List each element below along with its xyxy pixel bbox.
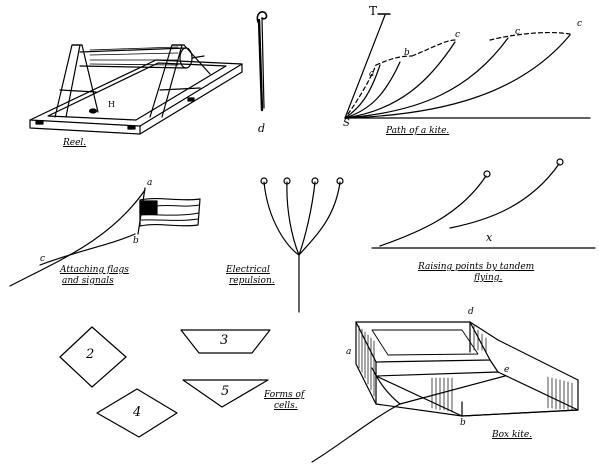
box-kite-figure (311, 321, 579, 463)
label-path-c1: c (455, 30, 461, 40)
caption-flags-line1: Attaching flags (60, 265, 129, 275)
label-path-c2: c (515, 27, 521, 37)
caption-box-kite: Box kite. (492, 430, 533, 440)
label-box-e: e (504, 365, 510, 375)
label-flag-b: b (133, 236, 139, 246)
label-path-c3: c (577, 19, 583, 29)
caption-tandem-line1: Raising points by tandem (418, 262, 535, 272)
label-box-d: d (468, 307, 474, 317)
caption-forms-line1: Forms of (264, 390, 305, 400)
label-box-a: a (346, 347, 352, 357)
label-pin-d: d (258, 122, 266, 135)
label-path-t: T (369, 4, 378, 18)
caption-electrical-line1: Electrical (226, 265, 270, 275)
caption-tandem-line2: flying. (474, 273, 503, 283)
cell-trapezoid-3 (180, 329, 271, 354)
label-box-b: b (460, 418, 466, 428)
label-cell-5: 5 (221, 384, 230, 399)
stake-pin-figure (256, 11, 268, 112)
caption-reel: Reel. (63, 138, 87, 148)
label-path-b: b (404, 48, 410, 58)
caption-path-of-kite: Path of a kite. (386, 126, 450, 136)
label-reel-h: H (108, 100, 115, 109)
label-path-a: a (369, 69, 375, 79)
cell-triangle-5 (182, 379, 269, 408)
electrical-figure (260, 177, 344, 313)
label-cell-3: 3 (220, 333, 229, 348)
flags-figure (9, 187, 201, 287)
label-cell-2: 2 (86, 347, 95, 362)
cell-diamond-2 (59, 326, 127, 388)
caption-flags-line2: and signals (62, 276, 114, 286)
kite-path-figure (344, 13, 591, 119)
label-flag-a: a (147, 178, 153, 188)
cell-diamond-4 (96, 388, 178, 438)
label-path-s: S (343, 118, 350, 129)
label-tandem-x: x (486, 231, 493, 244)
reel-figure (29, 44, 243, 135)
caption-electrical-line2: repulsion. (229, 276, 275, 286)
caption-forms-line2: cells. (274, 401, 298, 411)
label-flag-c: c (40, 254, 46, 264)
cell-forms-figure (59, 326, 271, 438)
tandem-figure (371, 158, 596, 249)
label-cell-4: 4 (133, 405, 142, 420)
